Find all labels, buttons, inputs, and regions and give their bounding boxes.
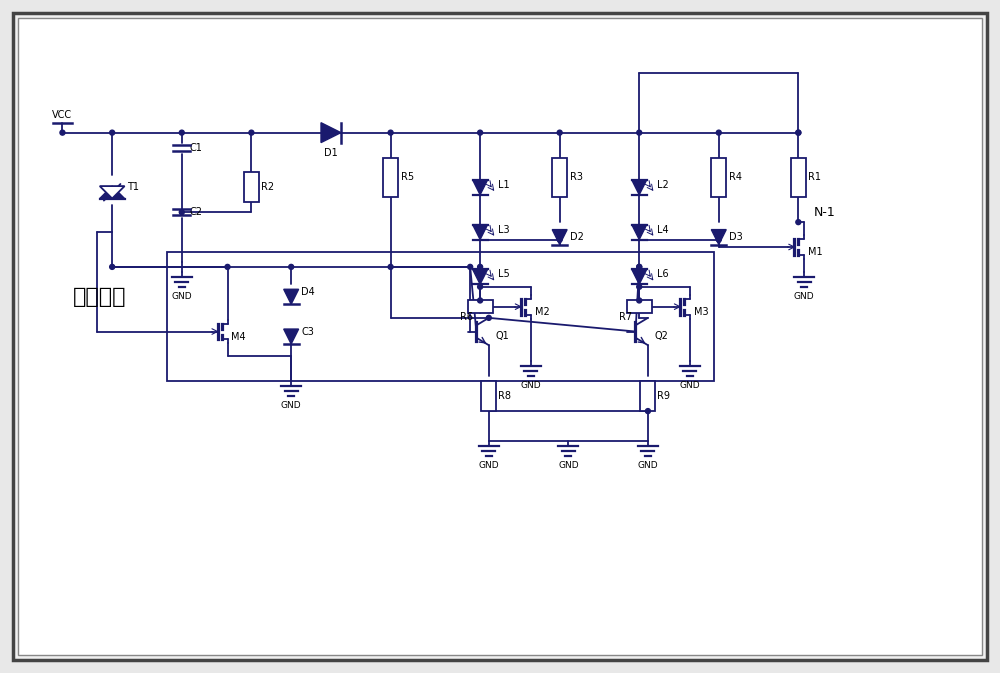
- Circle shape: [225, 264, 230, 269]
- Bar: [481, 381, 496, 411]
- Bar: [791, 157, 806, 197]
- Text: R5: R5: [401, 172, 414, 182]
- Text: M1: M1: [808, 247, 823, 257]
- Polygon shape: [284, 289, 299, 304]
- Bar: [711, 157, 726, 197]
- Text: L6: L6: [657, 269, 668, 279]
- Circle shape: [179, 130, 184, 135]
- Text: D2: D2: [570, 232, 583, 242]
- Text: R4: R4: [729, 172, 742, 182]
- Bar: [627, 300, 652, 313]
- Circle shape: [716, 237, 721, 242]
- Text: GND: GND: [171, 292, 192, 301]
- Text: M4: M4: [232, 332, 246, 341]
- Circle shape: [637, 298, 642, 303]
- Text: R7: R7: [619, 312, 632, 322]
- Text: 驱动电路: 驱动电路: [72, 287, 126, 307]
- Polygon shape: [552, 229, 567, 244]
- Text: L4: L4: [657, 225, 668, 235]
- Circle shape: [60, 130, 65, 135]
- Polygon shape: [284, 329, 299, 344]
- Circle shape: [478, 130, 483, 135]
- Polygon shape: [711, 229, 726, 244]
- Text: GND: GND: [680, 381, 700, 390]
- Text: L5: L5: [498, 269, 509, 279]
- Text: D4: D4: [301, 287, 315, 297]
- Text: L1: L1: [498, 180, 509, 190]
- Circle shape: [388, 130, 393, 135]
- Circle shape: [388, 264, 393, 269]
- Polygon shape: [100, 186, 125, 199]
- Text: GND: GND: [281, 401, 301, 410]
- Text: R6: R6: [460, 312, 473, 322]
- Circle shape: [468, 264, 473, 269]
- Circle shape: [637, 264, 642, 269]
- Text: L2: L2: [657, 180, 668, 190]
- Circle shape: [716, 130, 721, 135]
- Text: GND: GND: [521, 381, 541, 390]
- Polygon shape: [321, 122, 341, 143]
- Circle shape: [478, 298, 483, 303]
- Circle shape: [796, 219, 801, 225]
- Polygon shape: [473, 180, 488, 194]
- Circle shape: [486, 316, 491, 320]
- Text: GND: GND: [558, 461, 579, 470]
- Circle shape: [637, 284, 642, 289]
- Text: M3: M3: [694, 307, 709, 316]
- Text: R9: R9: [657, 391, 670, 401]
- Text: C1: C1: [189, 143, 202, 153]
- Text: VCC: VCC: [52, 110, 73, 120]
- Text: C3: C3: [301, 326, 314, 336]
- Bar: [640, 381, 655, 411]
- Circle shape: [796, 130, 801, 135]
- Circle shape: [796, 130, 801, 135]
- Circle shape: [478, 264, 483, 269]
- Text: Q2: Q2: [654, 332, 668, 341]
- Circle shape: [645, 409, 650, 414]
- Text: GND: GND: [794, 292, 815, 301]
- Polygon shape: [632, 269, 647, 284]
- Text: N-1: N-1: [813, 206, 835, 219]
- Circle shape: [289, 264, 294, 269]
- Text: R2: R2: [261, 182, 274, 192]
- Bar: [468, 300, 493, 313]
- Circle shape: [637, 264, 642, 269]
- Text: R3: R3: [570, 172, 583, 182]
- Text: M2: M2: [535, 307, 550, 316]
- Text: Q1: Q1: [495, 332, 509, 341]
- Circle shape: [110, 130, 115, 135]
- Text: L3: L3: [498, 225, 509, 235]
- Bar: [383, 157, 398, 197]
- Bar: [167, 252, 714, 381]
- Bar: [552, 157, 567, 197]
- Polygon shape: [473, 225, 488, 240]
- Text: R8: R8: [498, 391, 511, 401]
- Polygon shape: [632, 225, 647, 240]
- Circle shape: [478, 284, 483, 289]
- Circle shape: [557, 237, 562, 242]
- Circle shape: [110, 264, 115, 269]
- Text: GND: GND: [479, 461, 499, 470]
- Circle shape: [179, 210, 184, 215]
- Text: D1: D1: [324, 147, 338, 157]
- Circle shape: [557, 130, 562, 135]
- Circle shape: [249, 130, 254, 135]
- Text: C2: C2: [189, 207, 202, 217]
- Bar: [244, 172, 259, 203]
- Circle shape: [637, 130, 642, 135]
- Text: GND: GND: [638, 461, 658, 470]
- Polygon shape: [100, 186, 125, 199]
- Polygon shape: [473, 269, 488, 284]
- Polygon shape: [632, 180, 647, 194]
- Text: R1: R1: [808, 172, 821, 182]
- Text: D3: D3: [729, 232, 742, 242]
- Text: T1: T1: [127, 182, 139, 192]
